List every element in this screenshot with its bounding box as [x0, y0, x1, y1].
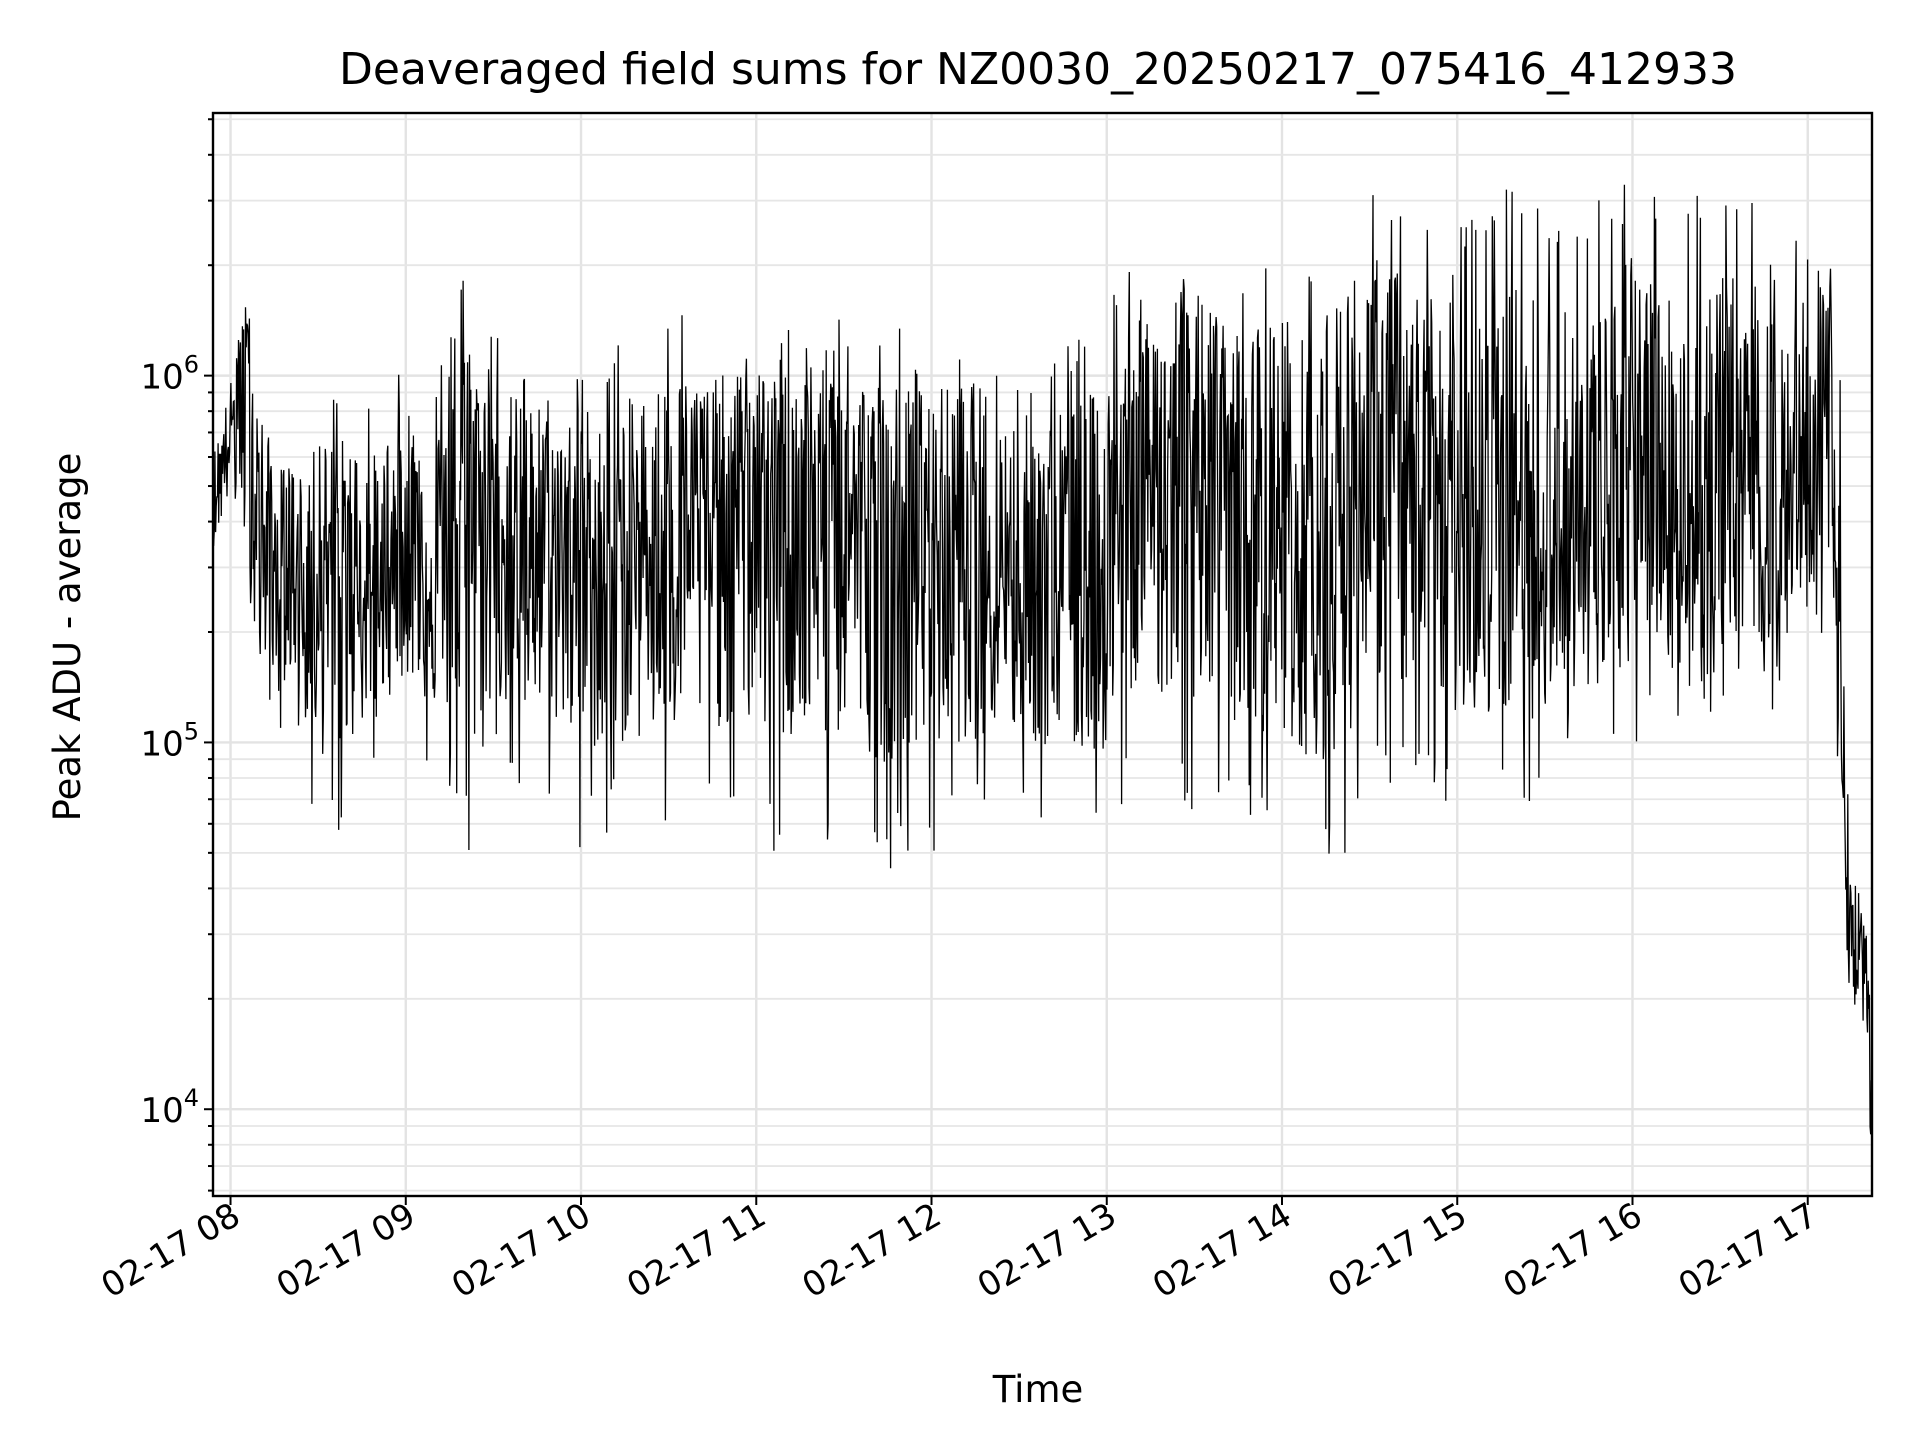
- x-tick-label: 02-17 10: [445, 1195, 597, 1306]
- x-tick-label: 02-17 16: [1497, 1195, 1649, 1306]
- x-axis-title: Time: [992, 1368, 1084, 1411]
- series-line: [212, 184, 1873, 1146]
- plot-frame: [211, 111, 1874, 1198]
- y-axis: 104 105 106: [140, 118, 213, 1192]
- y-tick-label: 104: [140, 1084, 199, 1131]
- y-tick-label: 106: [140, 351, 199, 398]
- y-tick-label: 105: [140, 717, 199, 764]
- x-tick-label: 02-17 13: [971, 1195, 1123, 1306]
- x-tick-label: 02-17 08: [95, 1195, 247, 1306]
- x-tick-label: 02-17 12: [796, 1195, 948, 1306]
- x-tick-label: 02-17 14: [1146, 1195, 1298, 1306]
- y-axis-title: Peak ADU - average: [46, 453, 89, 822]
- x-tick-label: 02-17 17: [1672, 1195, 1824, 1306]
- x-tick-label: 02-17 09: [270, 1195, 422, 1306]
- x-tick-label: 02-17 15: [1321, 1195, 1473, 1306]
- plot-area: [212, 184, 1873, 1146]
- chart-title: Deaveraged field sums for NZ0030_2025021…: [339, 44, 1737, 95]
- x-axis: 02-17 08 02-17 09 02-17 10 02-17 11 02-17 12…: [95, 1195, 1825, 1306]
- x-tick-label: 02-17 11: [620, 1195, 772, 1306]
